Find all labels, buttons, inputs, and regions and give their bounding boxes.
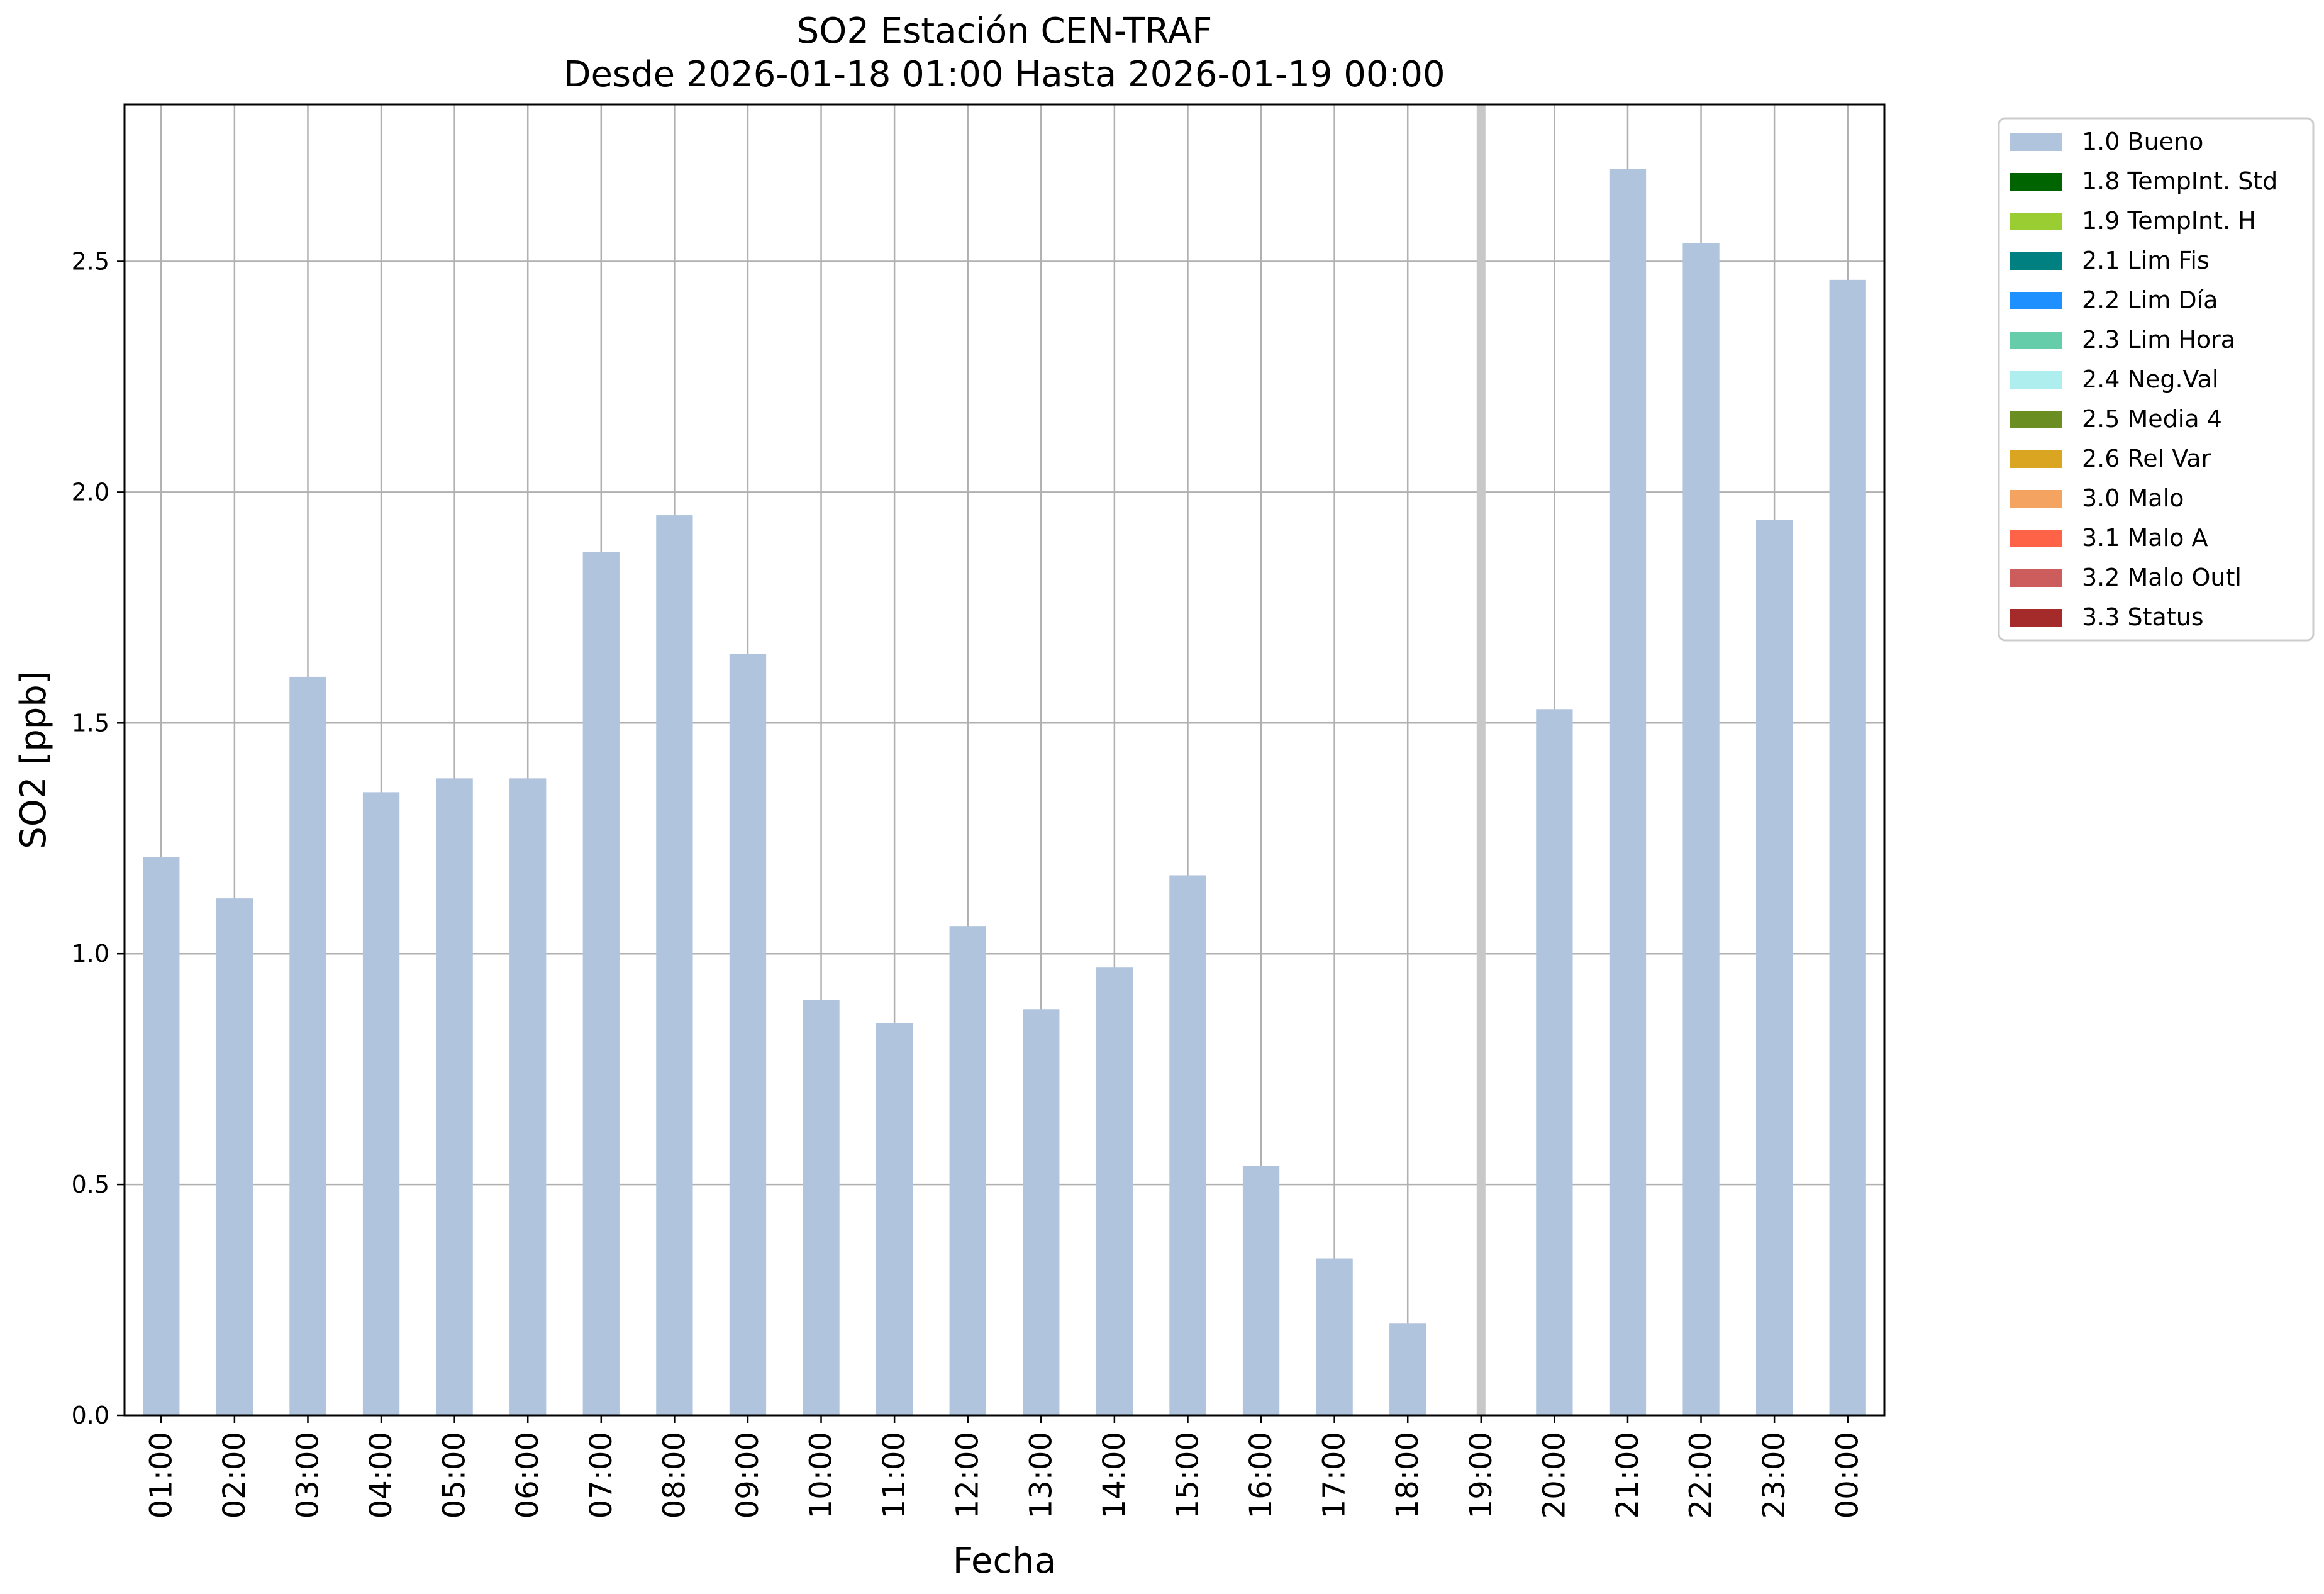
bar-09:00: [729, 654, 767, 1415]
y-tick-label: 2.0: [72, 478, 109, 506]
legend-label: 1.8 TempInt. Std: [2082, 167, 2277, 195]
plot-frame: [123, 103, 1886, 1417]
legend-swatch: [2010, 411, 2062, 428]
x-tick-label: 12:00: [950, 1432, 986, 1519]
bar-07:00: [582, 552, 620, 1415]
bar-00:00: [1829, 279, 1866, 1415]
bar-01:00: [143, 857, 180, 1415]
legend-swatch: [2010, 371, 2062, 389]
bar-16:00: [1242, 1166, 1280, 1415]
x-tick-label: 20:00: [1537, 1432, 1572, 1519]
y-tick-label: 1.5: [72, 709, 109, 737]
x-tick-label: 08:00: [657, 1432, 692, 1519]
x-axis-label: Fecha: [953, 1541, 1056, 1581]
bar-23:00: [1755, 520, 1793, 1415]
y-axis: 0.0 0.5 1.0 1.5 2.0 2.5: [72, 247, 125, 1429]
x-axis: 01:00 02:00 03:00 04:00 05:00 06:00 07:00 08:00…: [143, 1415, 1865, 1519]
legend-swatch: [2010, 450, 2062, 468]
y-tick-label: 1.0: [72, 940, 109, 967]
chart-title: SO2 Estación CEN-TRAF: [797, 11, 1213, 52]
bar-03:00: [289, 676, 326, 1415]
bar-04:00: [362, 792, 400, 1415]
x-tick-label: 21:00: [1610, 1432, 1645, 1519]
bar-06:00: [509, 778, 547, 1415]
legend-label: 3.3 Status: [2082, 603, 2204, 631]
y-tick-label: 0.0: [72, 1402, 109, 1429]
legend-label: 2.3 Lim Hora: [2082, 326, 2235, 354]
legend-label: 2.5 Media 4: [2082, 405, 2222, 433]
x-tick-label: 00:00: [1830, 1432, 1865, 1519]
legend-label: 3.2 Malo Outl: [2082, 564, 2242, 591]
bar-21:00: [1609, 169, 1647, 1415]
bar-05:00: [436, 778, 473, 1415]
x-tick-label: 06:00: [510, 1432, 545, 1519]
legend: 1.0 Bueno 1.8 TempInt. Std 1.9 TempInt. H 2…: [1998, 117, 2315, 642]
x-tick-label: 03:00: [290, 1432, 325, 1519]
x-tick-label: 23:00: [1757, 1432, 1792, 1519]
legend-swatch: [2010, 252, 2062, 270]
legend-swatch: [2010, 530, 2062, 547]
legend-frame: [1998, 117, 2315, 642]
x-tick-label: 15:00: [1170, 1432, 1205, 1519]
legend-label: 3.1 Malo A: [2082, 524, 2208, 552]
legend-swatch: [2010, 569, 2062, 587]
legend-label: 3.0 Malo: [2082, 484, 2184, 512]
x-tick-label: 18:00: [1390, 1432, 1425, 1519]
x-tick-label: 13:00: [1023, 1432, 1059, 1519]
x-tick-label: 22:00: [1684, 1432, 1719, 1519]
legend-swatch: [2010, 332, 2062, 349]
bars-layer: [143, 104, 1866, 1416]
x-tick-label: 11:00: [877, 1432, 912, 1519]
legend-swatch: [2010, 173, 2062, 191]
chart-subtitle: Desde 2026-01-18 01:00 Hasta 2026-01-19 …: [564, 54, 1445, 95]
missing-data-marker: [1476, 104, 1486, 1415]
bar-14:00: [1096, 967, 1133, 1415]
bar-10:00: [803, 1000, 840, 1415]
x-tick-label: 10:00: [804, 1432, 839, 1519]
bar-15:00: [1169, 875, 1206, 1415]
bar-02:00: [216, 898, 253, 1415]
x-tick-label: 14:00: [1097, 1432, 1132, 1519]
y-tick-label: 2.5: [72, 247, 109, 275]
x-tick-label: 05:00: [437, 1432, 472, 1519]
bar-18:00: [1389, 1323, 1426, 1415]
bar-22:00: [1682, 243, 1720, 1415]
legend-label: 2.1 Lim Fis: [2082, 247, 2210, 274]
bar-08:00: [656, 515, 693, 1416]
legend-label: 1.0 Bueno: [2082, 128, 2203, 155]
y-axis-label: SO2 [ppb]: [13, 671, 54, 849]
x-tick-label: 01:00: [143, 1432, 179, 1519]
x-tick-label: 02:00: [217, 1432, 252, 1519]
x-tick-label: 17:00: [1317, 1432, 1352, 1519]
y-tick-label: 0.5: [72, 1171, 109, 1198]
x-tick-label: 07:00: [584, 1432, 619, 1519]
x-tick-label: 19:00: [1464, 1432, 1499, 1519]
legend-swatch: [2010, 133, 2062, 151]
x-tick-label: 16:00: [1243, 1432, 1279, 1519]
legend-swatch: [2010, 609, 2062, 627]
legend-swatch: [2010, 292, 2062, 309]
legend-label: 2.4 Neg.Val: [2082, 365, 2218, 393]
bar-17:00: [1316, 1258, 1353, 1415]
bar-12:00: [949, 926, 986, 1415]
legend-label: 1.9 TempInt. H: [2082, 207, 2256, 235]
legend-swatch: [2010, 490, 2062, 508]
bar-20:00: [1536, 709, 1573, 1415]
legend-label: 2.2 Lim Día: [2082, 286, 2218, 314]
bar-11:00: [876, 1023, 913, 1415]
x-tick-label: 04:00: [364, 1432, 399, 1519]
x-tick-label: 09:00: [730, 1432, 765, 1519]
legend-label: 2.6 Rel Var: [2082, 445, 2211, 472]
bar-13:00: [1023, 1009, 1060, 1415]
legend-swatch: [2010, 213, 2062, 230]
